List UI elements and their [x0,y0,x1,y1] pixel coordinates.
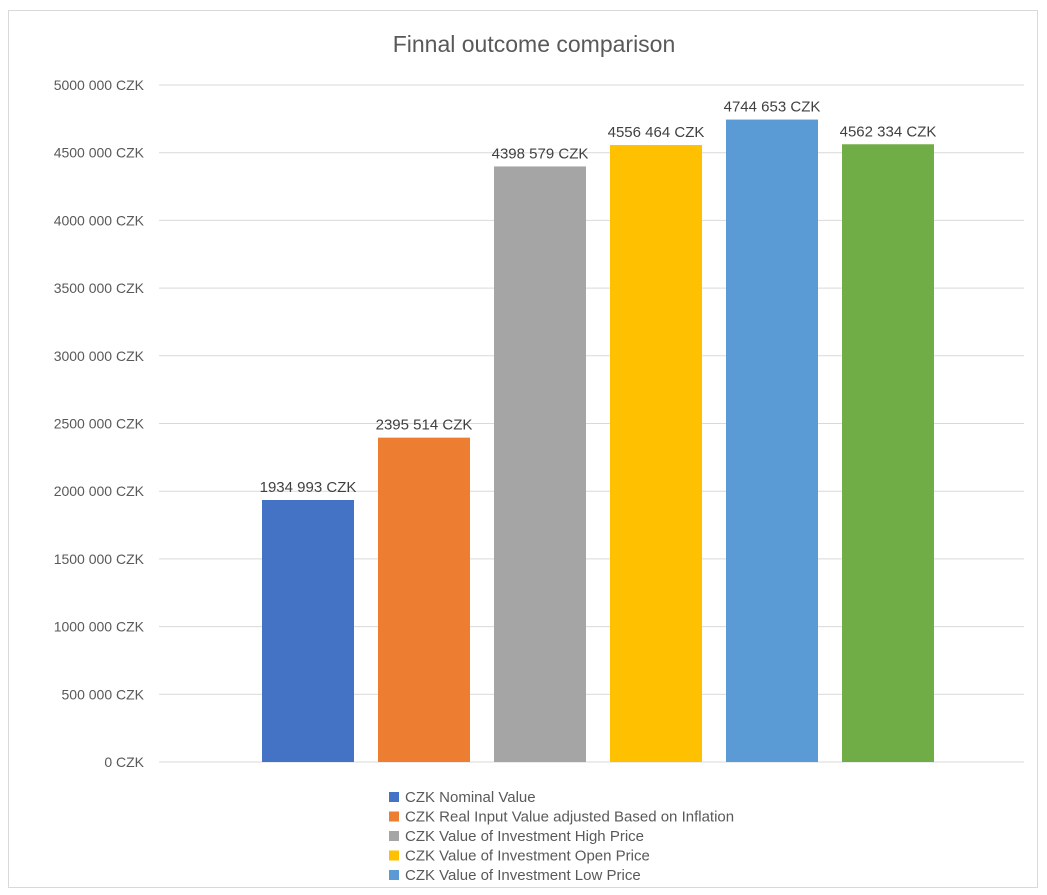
y-tick-label: 4500 000 CZK [54,145,145,161]
bar [726,119,818,763]
bar [262,500,354,762]
data-label: 4744 653 CZK [724,99,821,116]
y-tick-label: 3000 000 CZK [54,348,145,364]
data-labels: 1934 993 CZK 2395 514 CZK 4398 579 CZK 4556… [260,99,937,496]
y-tick-label: 4000 000 CZK [54,212,145,228]
chart-area: Finnal outcome comparison 0 CZK 500 000 C… [8,10,1038,888]
bar [494,166,586,763]
data-label: 4556 464 CZK [608,124,705,141]
legend-entry: CZK Value of Investment Low Price [405,867,641,884]
legend-swatch [389,831,399,841]
data-label: 4398 579 CZK [492,145,589,162]
data-label: 2395 514 CZK [376,417,473,434]
legend-swatch [389,792,399,802]
legend-entry: CZK Value of Investment Open Price [405,848,650,865]
bar [610,145,702,762]
data-label: 1934 993 CZK [260,479,357,496]
legend-entry: CZK Nominal Value [405,789,536,806]
y-tick-label: 500 000 CZK [62,686,145,702]
bar [842,144,934,762]
legend-entry: CZK Real Input Value adjusted Based on I… [405,809,734,826]
y-tick-label: 3500 000 CZK [54,280,145,296]
bars [262,119,934,763]
y-tick-label: 2000 000 CZK [54,483,145,499]
y-tick-label: 2500 000 CZK [54,416,145,432]
y-tick-label: 1500 000 CZK [54,551,145,567]
y-tick-label: 5000 000 CZK [54,77,145,93]
legend-swatch [389,850,399,861]
legend-swatch [389,811,399,822]
y-tick-label: 1000 000 CZK [54,619,145,635]
y-tick-label: 0 CZK [104,754,144,770]
legend-swatch [389,870,399,880]
chart-title: Finnal outcome comparison [393,31,676,57]
y-axis-tick-labels: 0 CZK 500 000 CZK 1000 000 CZK 1500 000 CZK… [54,77,145,770]
bar [378,437,470,762]
data-label: 4562 334 CZK [840,123,937,140]
legend-entry: CZK Value of Investment High Price [405,828,644,845]
legend: CZK Nominal Value CZK Real Input Value ad… [389,789,734,884]
bar-chart: Finnal outcome comparison 0 CZK 500 000 C… [54,31,1024,884]
